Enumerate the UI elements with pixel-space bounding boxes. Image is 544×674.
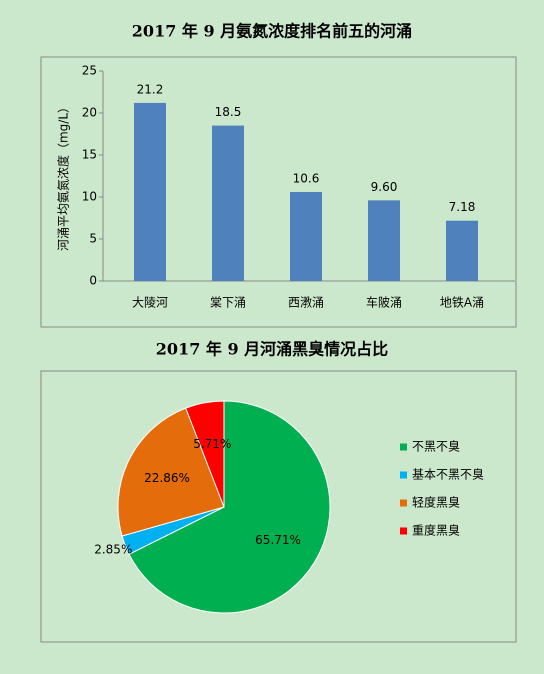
y-tick-label: 5	[89, 232, 97, 246]
legend-label: 轻度黑臭	[412, 495, 460, 510]
data-label: 7.18	[449, 200, 476, 214]
y-axis-label: 河涌平均氨氮浓度（mg/L）	[56, 101, 71, 251]
data-label: 5.71%	[193, 437, 231, 451]
legend-marker	[400, 443, 407, 451]
x-tick-label: 车陂涌	[366, 295, 402, 310]
pie-slice	[117, 407, 225, 537]
chart-frame	[40, 370, 517, 643]
x-tick-label: 西漖涌	[288, 295, 324, 310]
data-label: 65.71%	[255, 533, 301, 547]
x-tick-label: 大陵河	[132, 296, 168, 310]
chart-frame	[40, 56, 517, 328]
data-label: 2.85%	[94, 542, 132, 556]
pie-slice	[128, 400, 331, 614]
y-tick-label: 15	[82, 148, 97, 162]
y-tick-label: 20	[82, 106, 97, 120]
data-label: 21.2	[137, 82, 164, 96]
data-label: 10.6	[293, 171, 320, 185]
x-tick-label: 棠下涌	[210, 296, 246, 310]
bar	[134, 102, 166, 281]
bar	[368, 200, 400, 281]
legend-label: 不黑不臭	[412, 439, 460, 454]
chart-title: 2017 年 9 月氨氮浓度排名前五的河涌	[132, 22, 412, 41]
y-tick-label: 10	[82, 190, 97, 204]
data-label: 22.86%	[144, 471, 190, 485]
bar	[446, 220, 478, 281]
y-tick-label: 0	[89, 274, 97, 288]
x-tick-label: 地铁A涌	[440, 296, 484, 310]
bar	[212, 125, 244, 281]
data-label: 18.5	[215, 105, 242, 119]
bar	[290, 191, 322, 281]
data-label: 9.60	[371, 180, 398, 194]
pie-slice	[185, 400, 225, 508]
y-tick-label: 25	[82, 64, 97, 78]
legend-marker	[400, 527, 407, 535]
legend-label: 重度黑臭	[412, 523, 460, 538]
legend-marker	[400, 499, 407, 507]
legend-marker	[400, 471, 407, 479]
legend-label: 基本不黑不臭	[412, 467, 484, 482]
chart-title: 2017 年 9 月河涌黑臭情况占比	[156, 340, 388, 359]
